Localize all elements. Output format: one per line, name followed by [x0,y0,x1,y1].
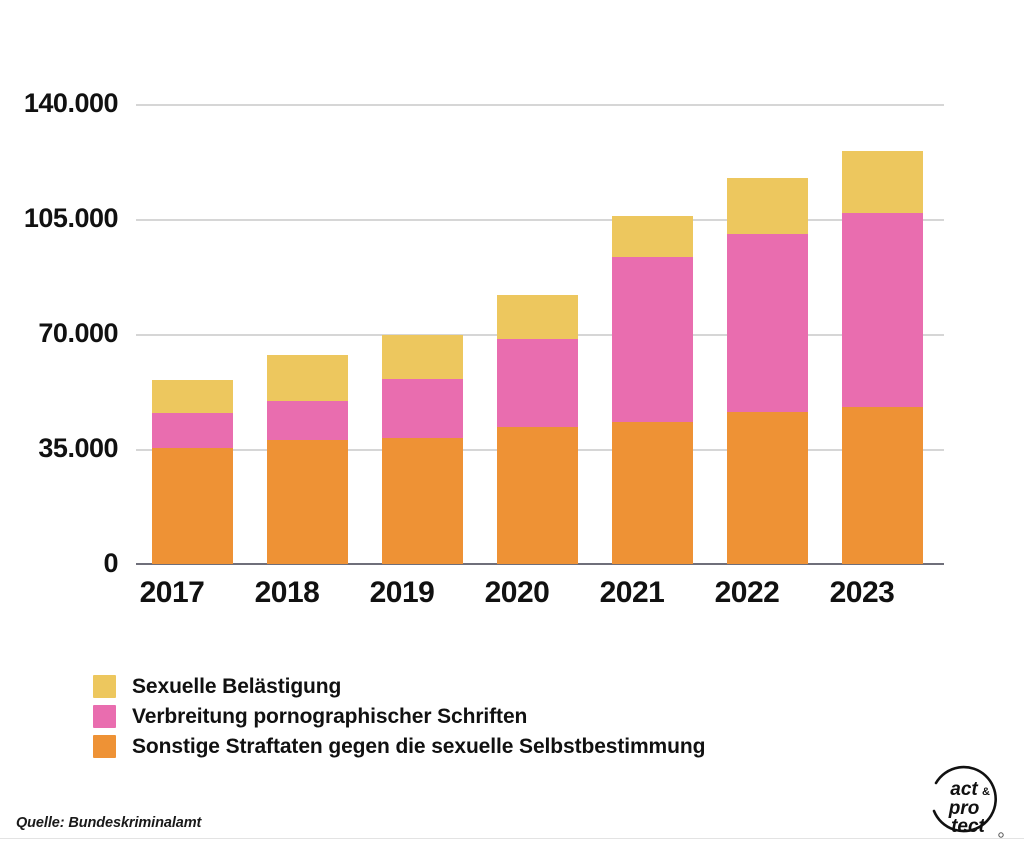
bar-group-2022[interactable] [727,177,808,564]
x-axis-tick-2019: 2019 [342,576,462,610]
x-axis-tick-2023: 2023 [802,576,922,610]
legend-label: Sexuelle Belästigung [132,674,342,698]
legend-label: Sonstige Straftaten gegen die sexuelle S… [132,734,706,758]
bar-segment[interactable] [497,338,578,427]
legend-swatch-pink [93,705,116,728]
bar-segment[interactable] [842,151,923,214]
y-axis-tick-105000: 105.000 [0,203,119,234]
bar-segment[interactable] [727,177,808,234]
bar-segment[interactable] [727,411,808,564]
bar-group-2021[interactable] [612,216,693,564]
logo-ampersand: & [982,786,990,798]
bar-segment[interactable] [612,216,693,258]
legend-swatch-orange [93,735,116,758]
bar-segment[interactable] [497,427,578,564]
gridline-140000 [136,104,944,106]
bar-segment[interactable] [152,380,233,414]
bar-group-2017[interactable] [152,380,233,564]
bar-segment[interactable] [727,233,808,412]
logo-line-3: tect [951,816,985,837]
bar-series-container [136,104,944,564]
x-axis-tick-2021: 2021 [572,576,692,610]
y-axis-tick-0: 0 [0,548,118,579]
gridline-105000 [136,219,944,221]
bar-segment[interactable] [152,448,233,564]
legend-item-verbreitung-pornographischer-schriften: Verbreitung pornographischer Schriften [93,702,913,731]
bar-group-2020[interactable] [497,294,578,564]
x-axis-tick-2017: 2017 [112,576,232,610]
logo-line-1: act [950,779,978,800]
y-axis-tick-70000: 70.000 [0,318,118,349]
x-tick-label: 2017 [139,576,205,609]
act-and-protect-logo: act & pro tect [922,765,1010,843]
y-axis-tick-35000: 35.000 [0,433,118,464]
axis-baseline [136,563,944,565]
bar-group-2023[interactable] [842,151,923,564]
x-axis-tick-2020: 2020 [457,576,577,610]
y-tick-label: 0 [103,548,118,578]
footer-divider [0,838,1024,839]
legend-item-sexuelle-belaestigung: Sexuelle Belästigung [93,672,913,701]
bar-segment[interactable] [382,379,463,439]
y-axis-tick-140000: 140.000 [0,88,119,119]
bar-segment[interactable] [497,294,578,339]
bar-segment[interactable] [267,401,348,441]
x-tick-label: 2021 [599,576,665,609]
logo-line-2: pro [948,798,980,819]
x-axis-tick-2018: 2018 [227,576,347,610]
x-tick-label: 2020 [484,576,550,609]
x-tick-label: 2019 [369,576,435,609]
bar-segment[interactable] [382,438,463,564]
bar-segment[interactable] [612,422,693,564]
chart-legend: Sexuelle Belästigung Verbreitung pornogr… [93,672,913,762]
legend-item-sonstige-straftaten: Sonstige Straftaten gegen die sexuelle S… [93,732,913,761]
y-tick-label: 105.000 [23,203,119,233]
bar-segment[interactable] [612,257,693,423]
legend-swatch-yellow [93,675,116,698]
x-axis-tick-2022: 2022 [687,576,807,610]
y-tick-label: 140.000 [23,88,119,118]
bar-segment[interactable] [842,213,923,407]
bar-segment[interactable] [267,440,348,564]
legend-label: Verbreitung pornographischer Schriften [132,704,528,728]
y-tick-label: 35.000 [38,433,118,463]
bar-segment[interactable] [152,413,233,449]
bar-segment[interactable] [382,335,463,380]
bar-segment[interactable] [842,406,923,564]
x-tick-label: 2023 [829,576,895,609]
y-tick-label: 70.000 [38,318,118,348]
bar-group-2018[interactable] [267,355,348,564]
x-tick-label: 2022 [714,576,780,609]
bar-segment[interactable] [267,355,348,402]
bar-group-2019[interactable] [382,335,463,564]
source-note: Quelle: Bundeskriminalamt [16,815,202,831]
bar-chart: 140.000 105.000 70.000 35.000 0 2017 201… [0,88,944,610]
x-tick-label: 2018 [254,576,320,609]
